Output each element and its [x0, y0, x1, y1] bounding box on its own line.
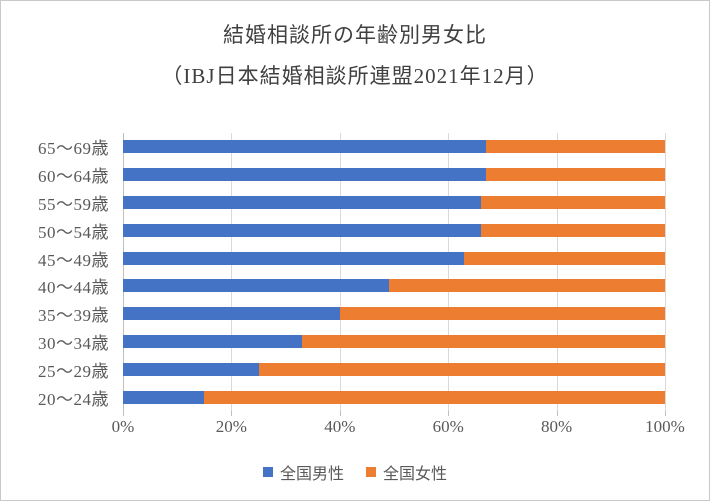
bar-segment-全国男性 — [123, 195, 481, 209]
bar-row — [123, 161, 665, 189]
stacked-bar-25〜29歳 — [123, 362, 665, 376]
stacked-bar-35〜39歳 — [123, 307, 665, 321]
stacked-bar-30〜34歳 — [123, 334, 665, 348]
y-axis-labels: 65〜69歳 60〜64歳 55〜59歳 50〜54歳 45〜49歳 40〜44歳 35〜3… — [1, 133, 109, 411]
y-axis-label: 45〜49歳 — [38, 250, 109, 270]
y-axis-label: 40〜44歳 — [38, 278, 109, 298]
bar-segment-全国女性 — [388, 279, 665, 293]
bar-row — [123, 300, 665, 328]
legend-swatch-icon — [366, 467, 376, 477]
bar-row — [123, 383, 665, 411]
x-axis-label: 100% — [645, 417, 685, 436]
y-axis-label: 25〜29歳 — [38, 361, 109, 381]
bar-segment-全国男性 — [123, 168, 487, 182]
stacked-bar-65〜69歳 — [123, 140, 665, 154]
chart-title: 結婚相談所の年齢別男女比 （IBJ日本結婚相談所連盟2021年12月） — [1, 15, 709, 97]
gridline-100% — [665, 133, 666, 411]
x-tickmark-60% — [448, 411, 450, 416]
bar-row — [123, 133, 665, 161]
chart-title-line-2: （IBJ日本結婚相談所連盟2021年12月） — [161, 64, 549, 88]
x-axis-label: 60% — [432, 417, 464, 436]
stacked-bar-60〜64歳 — [123, 168, 665, 182]
bar-segment-全国男性 — [123, 334, 302, 348]
bar-segment-全国女性 — [486, 140, 665, 154]
y-axis-label: 55〜59歳 — [38, 194, 109, 214]
x-tickmark-80% — [556, 411, 558, 416]
legend-item-全国女性: 全国女性 — [366, 460, 447, 484]
x-axis-labels: 0% 20% 40% 60% 80% 100% — [112, 417, 685, 439]
x-tickmark-0% — [123, 411, 124, 416]
legend-item-全国男性: 全国男性 — [262, 460, 344, 484]
bar-segment-全国男性 — [123, 140, 487, 154]
stacked-bar-55〜59歳 — [123, 195, 665, 209]
y-axis-label: 60〜64歳 — [38, 167, 109, 187]
bar-segment-全国男性 — [123, 362, 259, 376]
x-tickmark-40% — [339, 411, 341, 416]
y-axis-label: 30〜34歳 — [38, 333, 109, 353]
bar-segment-全国男性 — [123, 307, 340, 321]
x-tickmark-100% — [665, 411, 666, 416]
gridline-60% — [448, 133, 450, 411]
bar-segment-全国女性 — [258, 362, 665, 376]
x-axis-label: 20% — [215, 417, 247, 436]
bar-segment-全国女性 — [204, 390, 665, 404]
bar-row — [123, 272, 665, 300]
legend-label: 全国男性 — [279, 466, 344, 483]
gridline-0% — [123, 133, 124, 411]
bar-segment-全国女性 — [480, 223, 665, 237]
bar-segment-全国女性 — [480, 195, 665, 209]
bar-row — [123, 216, 665, 244]
y-axis-label: 35〜39歳 — [38, 306, 109, 326]
gridline-80% — [556, 133, 558, 411]
x-axis-label: 40% — [324, 417, 356, 436]
bar-row — [123, 355, 665, 383]
legend: 全国男性 全国女性 — [1, 460, 709, 484]
bar-segment-全国男性 — [123, 279, 389, 293]
bar-segment-全国女性 — [486, 168, 665, 182]
x-tickmark-20% — [231, 411, 233, 416]
legend-label: 全国女性 — [383, 466, 448, 483]
stacked-bar-45〜49歳 — [123, 251, 665, 265]
y-axis-label: 20〜24歳 — [38, 389, 109, 409]
bar-segment-全国女性 — [301, 334, 665, 348]
bar-segment-全国男性 — [123, 251, 465, 265]
stacked-bar-50〜54歳 — [123, 223, 665, 237]
y-axis-label: 65〜69歳 — [38, 139, 109, 159]
gridline-40% — [339, 133, 341, 411]
bar-segment-全国男性 — [123, 390, 205, 404]
bar-segment-全国女性 — [339, 307, 665, 321]
y-axis-label: 50〜54歳 — [38, 222, 109, 242]
x-axis-label: 0% — [111, 417, 135, 436]
stacked-bar-20〜24歳 — [123, 390, 665, 404]
bar-row — [123, 328, 665, 356]
chart-title-line-1: 結婚相談所の年齢別男女比 — [223, 23, 487, 47]
plot-area — [123, 133, 666, 416]
legend-swatch-icon — [262, 467, 273, 477]
stacked-bar-40〜44歳 — [123, 279, 665, 293]
bar-segment-全国男性 — [123, 223, 481, 237]
bar-segment-全国女性 — [464, 251, 665, 265]
gridline-20% — [231, 133, 233, 411]
bar-row — [123, 189, 665, 217]
bar-row — [123, 244, 665, 272]
bar-rows — [123, 133, 665, 411]
x-axis-label: 80% — [541, 417, 573, 436]
